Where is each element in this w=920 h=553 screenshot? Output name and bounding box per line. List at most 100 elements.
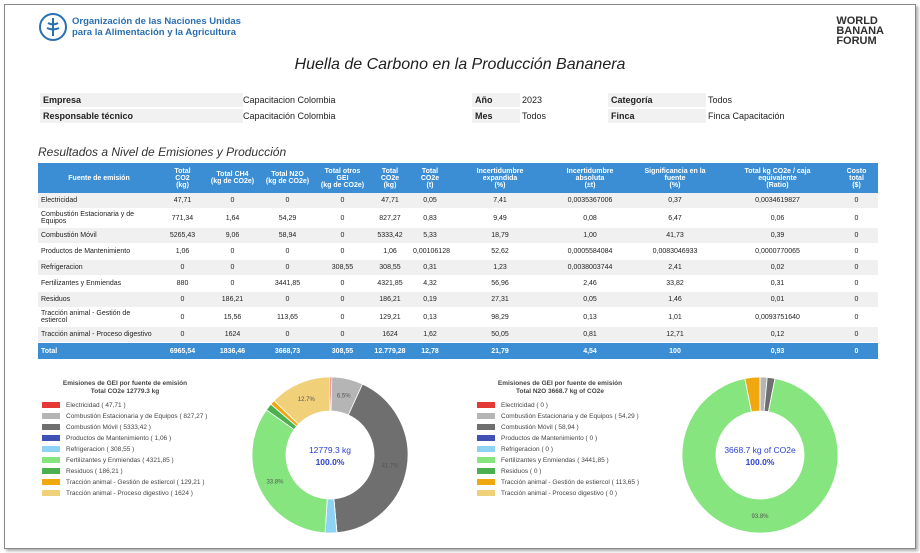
- table-cell: 0: [315, 227, 370, 244]
- slice-label: 33.8%: [266, 479, 284, 485]
- total-cell: 1836,46: [205, 342, 260, 360]
- legend-swatch: [42, 435, 60, 441]
- info-label: Empresa: [40, 93, 243, 107]
- table-cell: 0: [160, 326, 205, 343]
- table-cell: 0,13: [410, 307, 450, 327]
- table-cell: 0: [835, 193, 878, 209]
- column-header: Total CO2e (kg): [370, 163, 410, 193]
- table-row: Fertilizantes y Enmiendas 880 0 3441,85 0 432…: [38, 275, 878, 292]
- table-cell: 0: [835, 307, 878, 327]
- legend-label: Fertilizantes y Enmiendas ( 4321,85 ): [66, 457, 174, 464]
- info-label: Finca: [608, 109, 706, 123]
- org-name: Organización de las Naciones Unidas para …: [72, 16, 241, 38]
- column-header: Significancia en la fuente (%): [630, 163, 720, 193]
- table-cell: 0: [260, 326, 315, 343]
- legend-label: Electricidad ( 0 ): [501, 402, 548, 409]
- section-title: Resultados a Nivel de Emisiones y Produc…: [38, 145, 287, 159]
- table-cell: Refrigeracion: [38, 259, 160, 276]
- center-value: 3668.7 kg of CO2e: [724, 445, 796, 455]
- table-cell: 0,0005584084: [550, 243, 630, 260]
- legend-swatch: [477, 479, 495, 485]
- table-cell: 2,46: [550, 275, 630, 292]
- table-cell: 1,62: [410, 326, 450, 343]
- table-cell: 0,12: [720, 326, 835, 343]
- table-cell: 0: [315, 326, 370, 343]
- total-cell: 4,54: [550, 342, 630, 360]
- table-cell: 0: [160, 259, 205, 276]
- legend-label: Tracción animal - Gestión de estiercol (…: [501, 479, 639, 486]
- table-cell: Productos de Mantenimiento: [38, 243, 160, 260]
- legend-label: Combustión Estacionaria y de Equipos ( 8…: [66, 413, 207, 420]
- legend-label: Refrigeracion ( 308,55 ): [66, 446, 134, 453]
- charts: Emisiones de GEI por fuente de emisiónTo…: [42, 376, 839, 534]
- table-cell: 5,33: [410, 227, 450, 244]
- slice-label: 41.7%: [382, 463, 400, 469]
- donut-slice: [251, 409, 328, 534]
- column-header: Total N2O (kg de CO2e): [260, 163, 315, 193]
- info-label: Categoría: [608, 93, 706, 107]
- legend-swatch: [42, 457, 60, 463]
- table-cell: 0,0000770065: [720, 243, 835, 260]
- total-cell: 0: [835, 342, 878, 360]
- table-cell: 0: [835, 291, 878, 308]
- legend-label: Tracción animal - Proceso digestivo ( 16…: [66, 490, 193, 497]
- table-cell: 5333,42: [370, 227, 410, 244]
- legend-label: Fertilizantes y Enmiendas ( 3441,85 ): [501, 457, 609, 464]
- legend-label: Residuos ( 0 ): [501, 468, 541, 475]
- total-cell: 3668,73: [260, 342, 315, 360]
- column-header: Total CO2 (kg): [160, 163, 205, 193]
- column-header: Incertidumbre expandida (%): [450, 163, 550, 193]
- column-header: Total CO2e (t): [410, 163, 450, 193]
- table-cell: 9,49: [450, 208, 550, 228]
- info-label: Mes: [472, 109, 520, 123]
- table-cell: 880: [160, 275, 205, 292]
- table-cell: 0: [205, 193, 260, 209]
- table-cell: 0: [315, 275, 370, 292]
- emissions-table: Fuente de emisión Total CO2 (kg) Total CH4…: [38, 163, 878, 360]
- table-cell: 0,0093751640: [720, 307, 835, 327]
- table-cell: 1,06: [160, 243, 205, 260]
- center-value: 12779.3 kg: [309, 445, 351, 455]
- table-cell: 0: [835, 227, 878, 244]
- legend-label: Combustión Móvil ( 5333,42 ): [66, 424, 151, 431]
- table-cell: 50,05: [450, 326, 550, 343]
- table-cell: 0: [260, 193, 315, 209]
- table-cell: 0,31: [720, 275, 835, 292]
- table-cell: 9,06: [205, 227, 260, 244]
- table-cell: 0: [160, 307, 205, 327]
- table-cell: Residuos: [38, 291, 160, 308]
- slice-label: 93.8%: [752, 514, 770, 520]
- table-cell: 0,0035367006: [550, 193, 630, 209]
- donut-slice: [333, 383, 409, 534]
- table-cell: 15,56: [205, 307, 260, 327]
- table-cell: 7,41: [450, 193, 550, 209]
- chart-title: Emisiones de GEI por fuente de emisión: [63, 380, 187, 387]
- table-cell: 0: [315, 307, 370, 327]
- title: Huella de Carbono en la Producción Banan…: [294, 56, 626, 73]
- table-cell: 4321,85: [370, 275, 410, 292]
- legend-label: Combustión Móvil ( 58,94 ): [501, 424, 579, 431]
- info-value: 2023: [522, 95, 543, 105]
- table-cell: 0,19: [410, 291, 450, 308]
- table-cell: Combustión Estacionaria y de Equipos: [38, 208, 160, 228]
- table-cell: 1,46: [630, 291, 720, 308]
- legend-swatch: [477, 424, 495, 430]
- table-cell: 0,83: [410, 208, 450, 228]
- table-cell: 0,08: [550, 208, 630, 228]
- table-row: Residuos 0 186,21 0 0 186,21 0,19 27,31 0,05 1,46…: [38, 291, 878, 308]
- donut-slice: [273, 376, 331, 425]
- table-cell: 0,0083046933: [630, 243, 720, 260]
- info-value: Capacitacion Colombia: [243, 95, 336, 105]
- total-cell: 100: [630, 342, 720, 360]
- legend-swatch: [42, 479, 60, 485]
- table-cell: 47,71: [370, 193, 410, 209]
- table-cell: 41,73: [630, 227, 720, 244]
- legend-label: Combustión Estacionaria y de Equipos ( 5…: [501, 413, 639, 420]
- table-cell: 0,0038003744: [550, 259, 630, 276]
- total-cell: 308,55: [315, 342, 370, 360]
- info-label: Responsable técnico: [40, 109, 243, 123]
- wbf-logo: WORLD BANANA FORUM: [836, 16, 884, 47]
- table-cell: 0,01: [720, 291, 835, 308]
- table-cell: 0: [205, 259, 260, 276]
- info-value: Todos: [522, 111, 547, 121]
